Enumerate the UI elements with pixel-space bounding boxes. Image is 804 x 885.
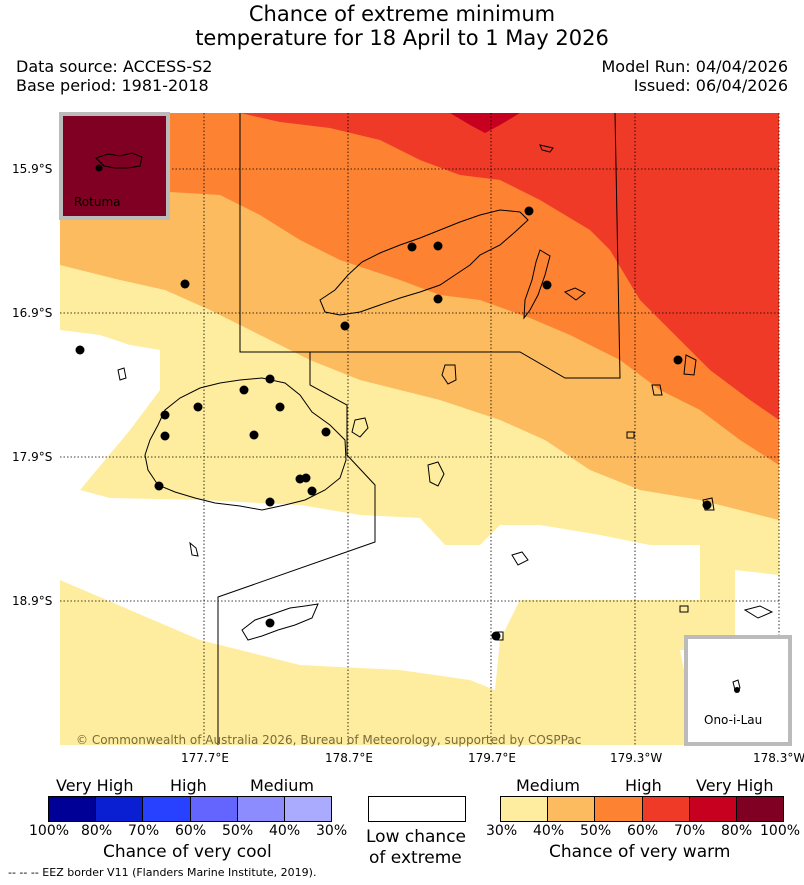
band-60-70 <box>240 113 779 420</box>
warm-colorbar <box>500 796 784 822</box>
warm-tick-7: 100% <box>760 823 801 839</box>
viti-levu <box>144 377 347 511</box>
warm-tick-6: 80% <box>721 823 753 839</box>
low-caption-1: Low chance <box>366 827 466 847</box>
lon-label-1: 177.7°E <box>181 751 229 765</box>
cool-swatch-2 <box>96 797 144 821</box>
kadavu <box>241 603 319 641</box>
warm-swatch-3 <box>595 797 643 821</box>
lon-label-5: 178.3°W <box>753 751 804 765</box>
warm-tick-5: 70% <box>674 823 706 839</box>
warm-swatch-5 <box>689 797 737 821</box>
lon-label-3: 179.7°E <box>468 751 516 765</box>
lat-label-3: 17.9°S <box>12 450 53 464</box>
region-boundaries <box>217 112 621 745</box>
cool-swatch-1 <box>49 797 97 821</box>
warm-swatch-4 <box>642 797 690 821</box>
model-run: Model Run: 04/04/2026 <box>601 57 789 76</box>
cool-swatch-5 <box>237 797 285 821</box>
low-swatch <box>368 796 466 822</box>
taveuni <box>523 249 551 320</box>
cool-tick-7: 30% <box>316 823 348 839</box>
warm-swatch-1 <box>501 797 549 821</box>
title-line-2: temperature for 18 April to 1 May 2026 <box>195 26 609 50</box>
cool-header-medium: Medium <box>250 776 314 795</box>
lon-label-4: 179.3°W <box>610 751 663 765</box>
eez-footnote: -- -- -- EEZ border V11 (Flanders Marine… <box>8 866 317 879</box>
warm-swatch-6 <box>736 797 784 821</box>
cool-header-high: High <box>170 776 207 795</box>
copyright-notice: © Commonwealth of Australia 2026, Bureau… <box>76 733 582 747</box>
lat-label-2: 16.9°S <box>12 306 53 320</box>
cool-swatch-3 <box>143 797 191 821</box>
lat-label-1: 15.9°S <box>12 162 53 176</box>
warm-header-high: High <box>625 776 662 795</box>
rotuma-label: Rotuma <box>74 195 121 209</box>
warm-caption: Chance of very warm <box>549 842 731 862</box>
model-run-block: Model Run: 04/04/2026 Issued: 06/04/2026 <box>602 57 789 95</box>
cool-colorbar <box>48 796 332 822</box>
low-caption-2: of extreme <box>369 848 462 868</box>
station-markers <box>75 206 712 641</box>
data-source-block: Data source: ACCESS-S2 Base period: 1981… <box>16 57 212 95</box>
lon-label-2: 178.7°E <box>325 751 373 765</box>
cool-tick-5: 50% <box>222 823 254 839</box>
warm-swatch-2 <box>548 797 596 821</box>
warm-tick-3: 50% <box>580 823 612 839</box>
vanua-levu <box>319 209 529 316</box>
cool-caption: Chance of very cool <box>103 842 272 862</box>
cool-swatch-6 <box>284 797 332 821</box>
cool-tick-2: 80% <box>81 823 113 839</box>
data-source: Data source: ACCESS-S2 <box>16 57 213 76</box>
band-70-80 <box>450 113 520 133</box>
warm-tick-1: 30% <box>486 823 518 839</box>
base-period: Base period: 1981-2018 <box>16 76 209 95</box>
lat-label-4: 18.9°S <box>12 594 53 608</box>
rotuma-inset <box>59 112 170 220</box>
issued-date: Issued: 06/04/2026 <box>633 76 788 95</box>
cool-tick-1: 100% <box>29 823 70 839</box>
warm-header-very-high: Very High <box>696 776 774 795</box>
cool-tick-4: 60% <box>175 823 207 839</box>
warm-tick-4: 60% <box>627 823 659 839</box>
graticule <box>60 113 780 745</box>
warm-header-medium: Medium <box>516 776 580 795</box>
ono-i-lau-inset <box>684 635 792 746</box>
cool-tick-3: 70% <box>128 823 160 839</box>
ono-i-lau-label: Ono-i-Lau <box>704 713 763 727</box>
warm-tick-2: 40% <box>533 823 565 839</box>
cool-header-very-high: Very High <box>56 776 134 795</box>
title-line-1: Chance of extreme minimum <box>248 2 556 26</box>
map-title: Chance of extreme minimum temperature fo… <box>0 2 804 50</box>
cool-swatch-4 <box>190 797 238 821</box>
cool-tick-6: 40% <box>269 823 301 839</box>
